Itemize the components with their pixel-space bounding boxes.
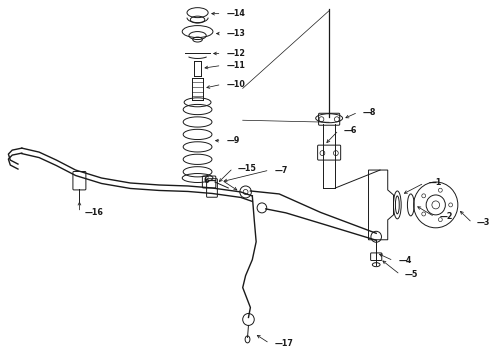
Text: 6—: 6— <box>203 176 217 185</box>
Text: —10: —10 <box>226 80 245 89</box>
Text: —13: —13 <box>226 29 245 38</box>
Text: —12: —12 <box>226 49 245 58</box>
Text: —11: —11 <box>226 61 245 70</box>
Text: —14: —14 <box>226 9 245 18</box>
Text: —8: —8 <box>363 108 376 117</box>
Text: —6: —6 <box>343 126 357 135</box>
Text: —5: —5 <box>405 270 418 279</box>
Text: —3: —3 <box>477 218 490 227</box>
Text: —15: —15 <box>238 163 257 172</box>
Text: —7: —7 <box>274 166 288 175</box>
Text: —4: —4 <box>398 256 412 265</box>
Text: —9: —9 <box>226 136 240 145</box>
Text: —2: —2 <box>440 212 453 221</box>
Text: —17: —17 <box>274 339 294 348</box>
Text: —1: —1 <box>429 179 442 188</box>
Text: —16: —16 <box>84 208 103 217</box>
